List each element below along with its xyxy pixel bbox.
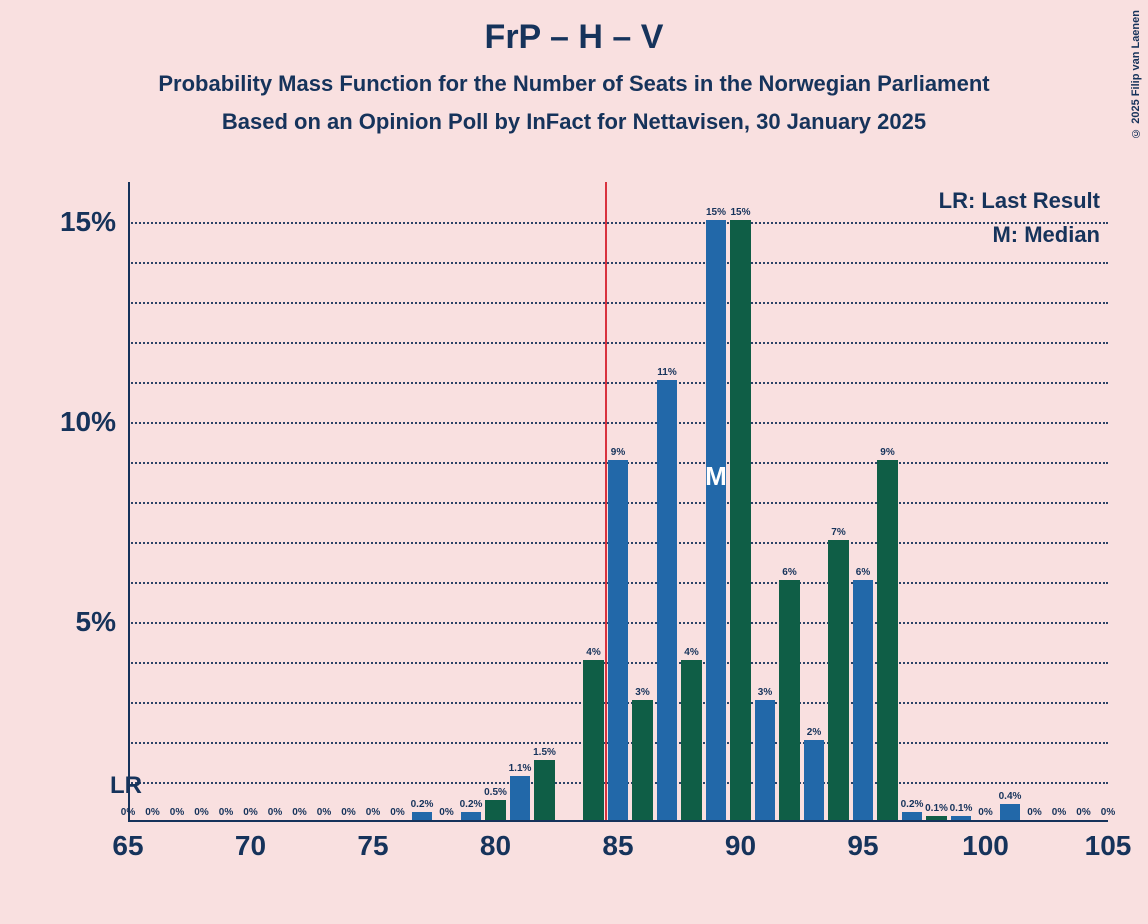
- bar: [534, 760, 555, 820]
- y-tick-label: 15%: [60, 206, 116, 238]
- gridline: [128, 302, 1108, 304]
- y-tick-label: 10%: [60, 406, 116, 438]
- x-tick-label: 70: [235, 830, 266, 862]
- bar-label: 0%: [194, 807, 208, 818]
- bar: [1000, 804, 1021, 820]
- bar-label: 4%: [586, 647, 600, 658]
- bar-label: 0%: [268, 807, 282, 818]
- bar-label: 9%: [611, 447, 625, 458]
- bar-label: 11%: [657, 367, 676, 378]
- bar: [681, 660, 702, 820]
- bar: [828, 540, 849, 820]
- plot-area: 5%10%15% 65707580859095100105 0%0%0%0%0%…: [128, 182, 1108, 822]
- bar-label: 3%: [635, 687, 649, 698]
- bar-label: 0%: [219, 807, 233, 818]
- bar-label: 7%: [831, 527, 845, 538]
- x-tick-label: 85: [602, 830, 633, 862]
- bar-label: 0%: [170, 807, 184, 818]
- bar-label: 0.1%: [925, 803, 948, 814]
- bar: [804, 740, 825, 820]
- bar-label: 15%: [706, 207, 726, 218]
- bar-label: 0%: [1052, 807, 1066, 818]
- x-axis-line: [128, 820, 1108, 822]
- x-tick-label: 90: [725, 830, 756, 862]
- bar-label: 0%: [366, 807, 380, 818]
- bar-label: 0%: [317, 807, 331, 818]
- legend-lr: LR: Last Result: [939, 188, 1100, 214]
- bar: [706, 220, 727, 820]
- gridline: [128, 222, 1108, 224]
- bar: [510, 776, 531, 820]
- bar-label: 0.2%: [460, 799, 483, 810]
- x-tick-label: 65: [112, 830, 143, 862]
- chart-subtitle: Probability Mass Function for the Number…: [0, 71, 1148, 97]
- bar-label: 0%: [1076, 807, 1090, 818]
- bar-label: 0%: [145, 807, 159, 818]
- bar: [461, 812, 482, 820]
- gridline: [128, 422, 1108, 424]
- bar: [657, 380, 678, 820]
- bar-label: 0%: [390, 807, 404, 818]
- bar-label: 0%: [121, 807, 135, 818]
- x-tick-label: 75: [357, 830, 388, 862]
- last-result-line: [605, 182, 607, 820]
- bar-label: 0.2%: [901, 799, 924, 810]
- bar-label: 6%: [782, 567, 796, 578]
- bar: [902, 812, 923, 820]
- y-tick-label: 5%: [76, 606, 116, 638]
- bar-label: 0%: [292, 807, 306, 818]
- bar: [877, 460, 898, 820]
- bar: [632, 700, 653, 820]
- bar: [779, 580, 800, 820]
- chart-subtitle-2: Based on an Opinion Poll by InFact for N…: [0, 109, 1148, 135]
- bar-label: 15%: [730, 207, 750, 218]
- bar-label: 1.1%: [509, 763, 532, 774]
- bar-label: 0%: [978, 807, 992, 818]
- bar-label: 0.4%: [999, 791, 1022, 802]
- gridline: [128, 262, 1108, 264]
- gridline: [128, 382, 1108, 384]
- copyright-text: © 2025 Filip van Laenen: [1130, 10, 1142, 139]
- bar-label: 0%: [341, 807, 355, 818]
- bar: [608, 460, 629, 820]
- chart-title: FrP – H – V: [0, 0, 1148, 57]
- bar: [583, 660, 604, 820]
- bar-label: 0.5%: [484, 787, 507, 798]
- median-annotation: M: [705, 461, 727, 492]
- bar-label: 0%: [243, 807, 257, 818]
- lr-annotation: LR: [110, 772, 142, 800]
- gridline: [128, 342, 1108, 344]
- bar-label: 6%: [856, 567, 870, 578]
- legend-m: M: Median: [992, 222, 1100, 248]
- bar: [412, 812, 433, 820]
- bar-label: 0.2%: [411, 799, 434, 810]
- x-tick-label: 105: [1085, 830, 1132, 862]
- bar: [730, 220, 751, 820]
- bar-label: 4%: [684, 647, 698, 658]
- bar-label: 0%: [1027, 807, 1041, 818]
- bar: [951, 816, 972, 820]
- bar: [755, 700, 776, 820]
- bar: [485, 800, 506, 820]
- bar-label: 0%: [1101, 807, 1115, 818]
- bar: [926, 816, 947, 820]
- bar-label: 2%: [807, 727, 821, 738]
- bar-label: 9%: [880, 447, 894, 458]
- x-tick-label: 100: [962, 830, 1009, 862]
- x-tick-label: 80: [480, 830, 511, 862]
- bar-label: 3%: [758, 687, 772, 698]
- bar-label: 0.1%: [950, 803, 973, 814]
- bar-label: 1.5%: [533, 747, 556, 758]
- x-tick-label: 95: [847, 830, 878, 862]
- bar-label: 0%: [439, 807, 453, 818]
- bar: [853, 580, 874, 820]
